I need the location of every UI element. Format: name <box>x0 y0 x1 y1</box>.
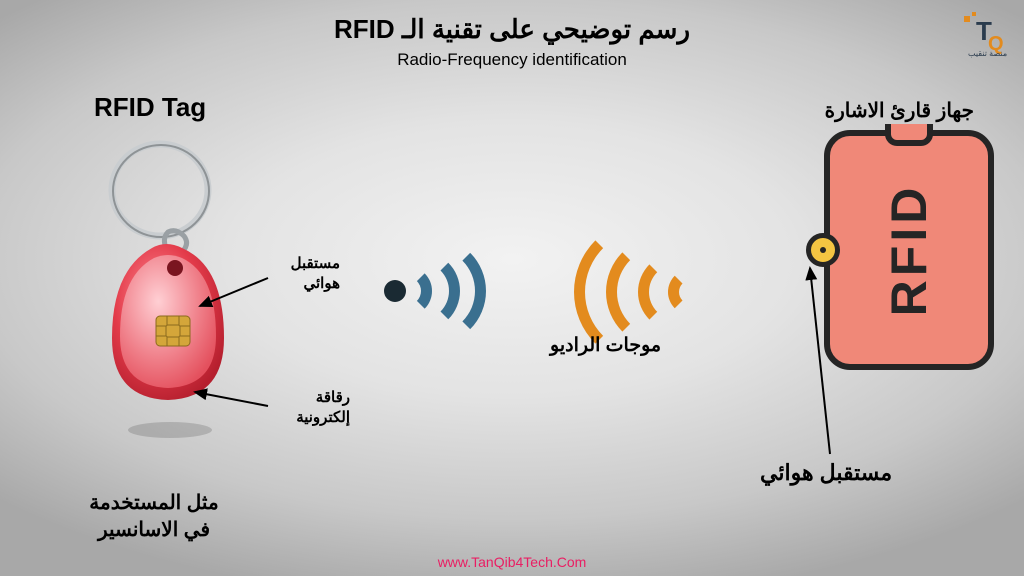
tag-antenna-label: مستقبل هوائي <box>270 254 340 293</box>
reader-label: جهاز قارئ الاشارة <box>825 98 974 123</box>
reader-antenna-dot <box>806 233 840 267</box>
footer-url: www.TanQib4Tech.Com <box>0 554 1024 570</box>
radio-waves-label: موجات الراديو <box>550 334 661 357</box>
signal-tag-icon <box>370 246 480 336</box>
tag-chip-label: رقاقة إلكترونية <box>270 388 350 427</box>
reader-body-text: RFID <box>880 184 938 317</box>
tag-example-label: مثل المستخدمة في الاسانسير <box>74 490 234 544</box>
reader-antenna-label: مستقبل هوائي <box>760 460 892 486</box>
rfid-reader-graphic: RFID <box>824 130 994 370</box>
